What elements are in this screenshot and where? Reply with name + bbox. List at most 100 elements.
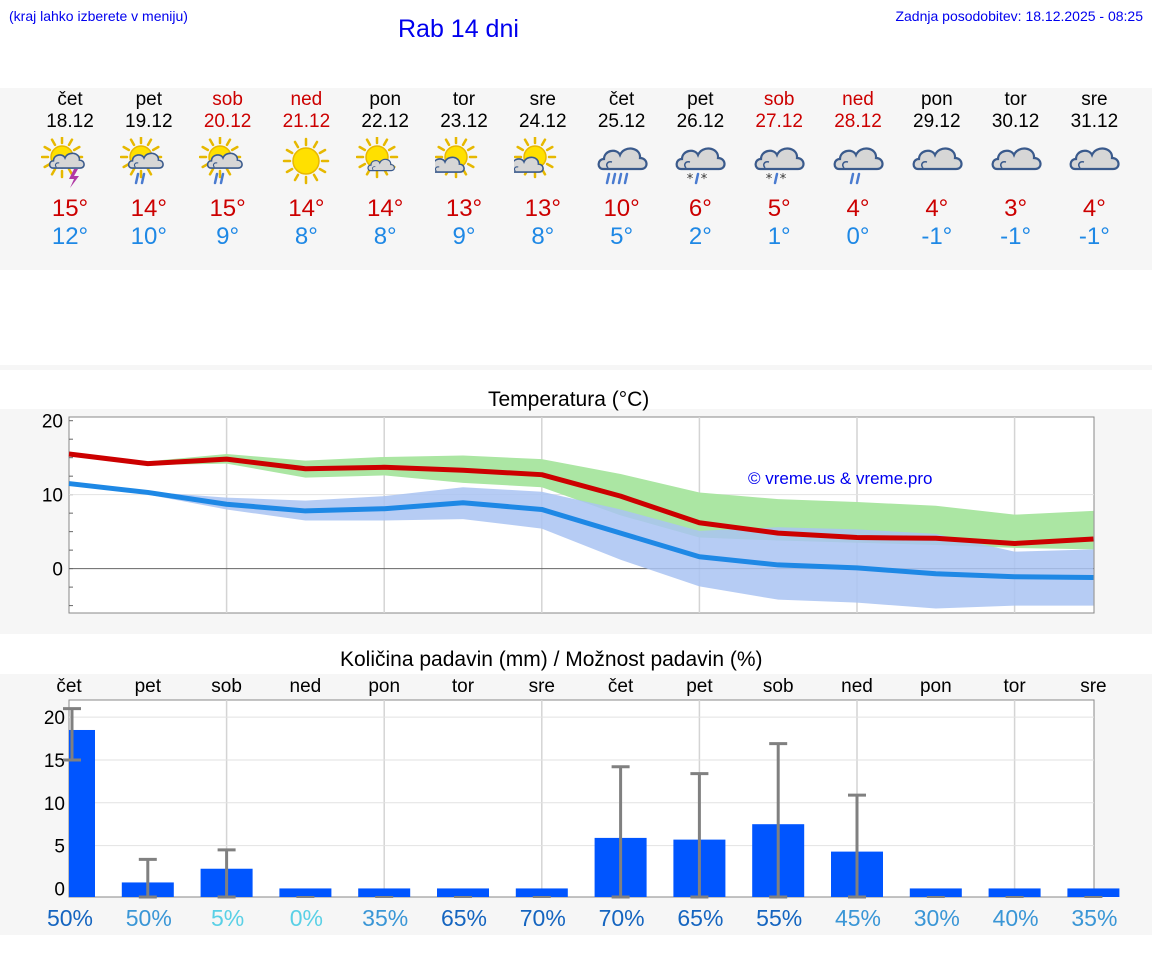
day-date: 26.12 bbox=[676, 111, 725, 132]
precip-probability: 30% bbox=[914, 905, 960, 931]
temp-min: 8° bbox=[531, 223, 555, 250]
temp-min: 5° bbox=[610, 223, 634, 250]
precip-probability: 65% bbox=[677, 905, 723, 931]
day-name: tor bbox=[1004, 89, 1027, 110]
y-tick-label: 20 bbox=[44, 708, 65, 729]
cloud-snow-rain-icon: * * bbox=[754, 147, 805, 187]
day-name: pet bbox=[135, 89, 162, 110]
day-date: 19.12 bbox=[125, 111, 173, 132]
day-label: ned bbox=[290, 676, 322, 697]
day-column: ned 28.12 4° 0° bbox=[818, 88, 898, 251]
day-date: 28.12 bbox=[834, 111, 882, 132]
temp-min: -1° bbox=[1078, 223, 1110, 250]
day-column: tor 30.12 3° -1° bbox=[976, 88, 1056, 251]
temp-max: 14° bbox=[288, 195, 325, 222]
day-name: tor bbox=[452, 89, 476, 110]
temp-min: 10° bbox=[130, 223, 167, 250]
y-tick-label: 15 bbox=[44, 751, 65, 772]
temp-min: 8° bbox=[294, 223, 318, 250]
temp-max: 4° bbox=[1082, 195, 1106, 222]
last-update: Zadnja posodobitev: 18.12.2025 - 08:25 bbox=[895, 8, 1143, 24]
temp-max: 15° bbox=[51, 195, 89, 222]
temperature-chart: 20 10 0 © vreme.us & vreme.pro bbox=[42, 412, 1095, 614]
temp-max: 15° bbox=[209, 195, 246, 222]
error-bar bbox=[690, 772, 709, 899]
sun-cloud-icon bbox=[513, 137, 557, 179]
precip-probability: 50% bbox=[126, 905, 172, 931]
day-label: tor bbox=[452, 676, 475, 697]
precip-probability: 45% bbox=[835, 905, 881, 931]
day-label: sre bbox=[529, 676, 555, 697]
day-column: sob 27.12 * * 5° 1° bbox=[739, 88, 819, 251]
day-name: pet bbox=[687, 89, 714, 110]
temp-max: 4° bbox=[846, 195, 870, 222]
sun-icon bbox=[283, 137, 330, 185]
temp-max: 6° bbox=[688, 195, 712, 222]
error-bar bbox=[611, 765, 630, 899]
day-name: sob bbox=[212, 89, 243, 110]
error-bar bbox=[63, 707, 81, 762]
day-column: pon 29.12 4° -1° bbox=[897, 88, 977, 251]
day-label: sob bbox=[763, 676, 794, 697]
day-name: ned bbox=[290, 89, 323, 110]
day-label: tor bbox=[1004, 676, 1027, 697]
plot-area bbox=[68, 699, 1095, 898]
sun-small-cloud-icon bbox=[356, 137, 399, 179]
temp-max: 4° bbox=[925, 195, 949, 222]
day-column: pet 26.12 * * 6° 2° bbox=[660, 88, 740, 251]
temp-min: -1° bbox=[921, 223, 953, 250]
day-date: 20.12 bbox=[203, 111, 252, 132]
precipitation-bar bbox=[988, 888, 1041, 897]
day-date: 30.12 bbox=[991, 111, 1040, 132]
day-date: 24.12 bbox=[519, 111, 567, 132]
day-label: ned bbox=[841, 676, 873, 697]
temp-min: 1° bbox=[767, 223, 791, 250]
cloud-icon bbox=[1069, 147, 1120, 171]
sun-cloud-icon bbox=[435, 137, 478, 179]
day-label: pon bbox=[368, 676, 400, 697]
page-title: Rab 14 dni bbox=[398, 15, 519, 43]
watermark: © vreme.us & vreme.pro bbox=[748, 469, 932, 488]
sun-cloud-rain-icon bbox=[198, 137, 243, 185]
day-date: 18.12 bbox=[46, 111, 94, 132]
svg-text:*: * bbox=[701, 172, 708, 187]
day-name: pon bbox=[920, 89, 953, 110]
day-name: ned bbox=[842, 89, 874, 110]
error-bar bbox=[769, 742, 788, 899]
precip-probability: 70% bbox=[599, 905, 645, 931]
precip-probability: 70% bbox=[520, 905, 566, 931]
temp-max: 14° bbox=[367, 195, 404, 222]
day-name: čet bbox=[57, 89, 83, 110]
tmin-range-band bbox=[69, 483, 1094, 609]
precip-probability: 65% bbox=[441, 905, 487, 931]
divider bbox=[0, 365, 1152, 370]
cloud-icon bbox=[912, 147, 963, 171]
sun-cloud-rain-icon bbox=[119, 137, 164, 185]
temp-min: 12° bbox=[51, 223, 89, 250]
forecast-panel bbox=[0, 88, 1152, 270]
day-name: pon bbox=[369, 89, 402, 110]
temperature-chart-title: Temperatura (°C) bbox=[488, 388, 650, 411]
day-date: 31.12 bbox=[1070, 111, 1119, 132]
day-label: čet bbox=[56, 676, 82, 697]
precip-probability: 35% bbox=[1071, 905, 1117, 931]
temp-min: 9° bbox=[216, 223, 240, 250]
day-column: pon 22.12 14° 8° bbox=[345, 88, 425, 251]
day-date: 25.12 bbox=[597, 111, 646, 132]
day-label: pet bbox=[135, 676, 162, 697]
precipitation-bar bbox=[437, 888, 489, 897]
day-name: sre bbox=[1081, 89, 1108, 110]
day-column: ned 21.12 14° 8° bbox=[266, 88, 346, 251]
temp-min: -1° bbox=[1000, 223, 1032, 250]
day-column: pet 19.12 14° 10° bbox=[109, 88, 189, 251]
svg-text:*: * bbox=[766, 172, 773, 187]
cloud-icon bbox=[991, 147, 1042, 171]
day-date: 29.12 bbox=[913, 111, 961, 132]
day-column: čet 18.12 15° 12° bbox=[30, 88, 110, 251]
day-date: 21.12 bbox=[282, 111, 331, 132]
tmax-range-band bbox=[69, 453, 1094, 550]
precipitation-bar bbox=[1067, 888, 1120, 897]
day-column: sre 24.12 13° 8° bbox=[503, 88, 583, 251]
y-tick-label: 0 bbox=[54, 879, 65, 900]
day-label: pon bbox=[920, 676, 952, 697]
